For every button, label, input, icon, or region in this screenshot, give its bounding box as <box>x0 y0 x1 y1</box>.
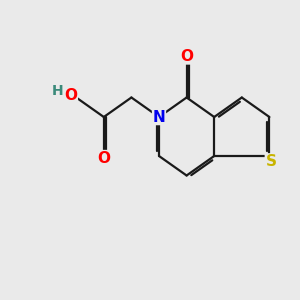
Text: N: N <box>153 110 165 124</box>
Text: S: S <box>266 154 276 169</box>
Text: H: H <box>52 84 63 98</box>
Text: O: O <box>64 88 77 104</box>
Text: O: O <box>97 151 110 166</box>
Text: O: O <box>180 49 193 64</box>
